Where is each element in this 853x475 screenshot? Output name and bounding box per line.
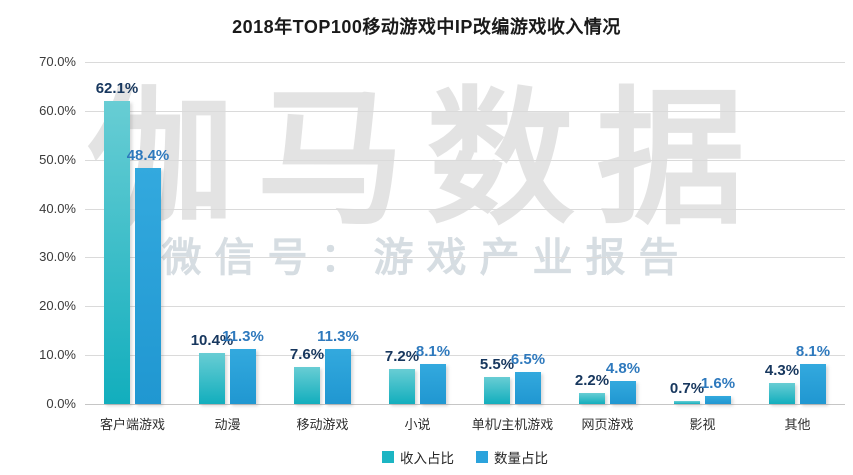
bar [769, 383, 795, 404]
y-tick-label: 10.0% [39, 347, 76, 363]
gridline [85, 159, 845, 161]
legend: 收入占比 数量占比 [85, 447, 845, 467]
bar [579, 393, 605, 404]
y-tick-label: 60.0% [39, 102, 76, 118]
bar-group: 5.5% 6.5% [465, 62, 560, 404]
bar-value-label: 8.1% [415, 343, 451, 361]
gridline [85, 257, 845, 259]
bar [515, 372, 541, 404]
bar [420, 364, 446, 404]
gridline [85, 404, 845, 405]
page-title: 2018年TOP100移动游戏中IP改编游戏收入情况 [232, 17, 621, 37]
bar [230, 348, 256, 404]
gridline [85, 355, 845, 357]
bar [199, 353, 225, 404]
bar [389, 368, 415, 404]
bar [674, 400, 700, 404]
legend-item: 收入占比 [382, 447, 454, 467]
bar-group: 2.2% 4.8% [560, 62, 655, 404]
bar-group: 7.6% 11.3% [275, 62, 370, 404]
x-axis-label: 影视 [689, 417, 716, 432]
legend-label: 收入占比 [400, 451, 454, 466]
bar-value-label: 62.1% [95, 79, 139, 97]
bar-value-label: 11.3% [222, 327, 264, 345]
x-axis-label: 其他 [784, 417, 811, 432]
x-axis-label: 单机/主机游戏 [471, 417, 554, 432]
y-tick-label: 70.0% [39, 54, 76, 69]
bar [104, 100, 130, 404]
bar-value-label: 4.3% [764, 362, 800, 379]
bar-group: 62.1% 48.4% [85, 62, 180, 404]
gridline [85, 208, 845, 210]
legend-item: 数量占比 [476, 447, 548, 467]
y-tick-label: 30.0% [39, 249, 76, 265]
x-axis-label: 客户端游戏 [99, 417, 165, 432]
bar-value-label: 11.3% [317, 327, 359, 345]
bar-group: 10.4% 11.3% [180, 62, 275, 404]
bar-value-label: 0.7% [669, 379, 705, 397]
legend-swatch-icon [476, 451, 488, 463]
bar-value-label: 8.1% [795, 343, 831, 361]
y-tick-label: 0.0% [46, 396, 76, 411]
bar [294, 366, 320, 404]
x-axis-label: 网页游戏 [581, 417, 634, 432]
bar-group: 4.3% 8.1% [750, 62, 845, 404]
bar [325, 348, 351, 404]
bar-value-label: 5.5% [479, 356, 515, 374]
bar [705, 396, 731, 404]
bar-value-label: 7.2% [384, 347, 420, 365]
legend-swatch-icon [382, 451, 394, 463]
bar [135, 167, 161, 404]
y-tick-label: 40.0% [39, 200, 76, 216]
bar-value-label: 2.2% [574, 372, 610, 390]
x-axis-label: 移动游戏 [296, 417, 349, 432]
bar-value-label: 10.4% [190, 332, 234, 350]
bar [610, 380, 636, 404]
x-axis-label: 动漫 [214, 417, 241, 432]
legend-label: 数量占比 [494, 451, 548, 466]
bar-value-label: 7.6% [289, 345, 325, 363]
bar-group: 0.7% 1.6% [655, 62, 750, 404]
y-tick-label: 50.0% [39, 151, 76, 167]
bar-value-label: 48.4% [126, 146, 170, 164]
bar-value-label: 4.8% [605, 359, 641, 377]
x-axis-label: 小说 [404, 417, 431, 432]
plot-area: 62.1% 48.4% 10.4% 11.3% 7.6% 11.3% 7.2% 8.1% 5.5… [85, 62, 845, 405]
gridline [85, 110, 845, 112]
gridline [85, 62, 845, 63]
y-tick-label: 20.0% [39, 298, 76, 314]
bar-value-label: 6.5% [510, 351, 546, 369]
gridline [85, 306, 845, 308]
bar-group: 7.2% 8.1% [370, 62, 465, 404]
bar [484, 377, 510, 404]
bar-value-label: 1.6% [700, 375, 736, 393]
bar [800, 364, 826, 404]
